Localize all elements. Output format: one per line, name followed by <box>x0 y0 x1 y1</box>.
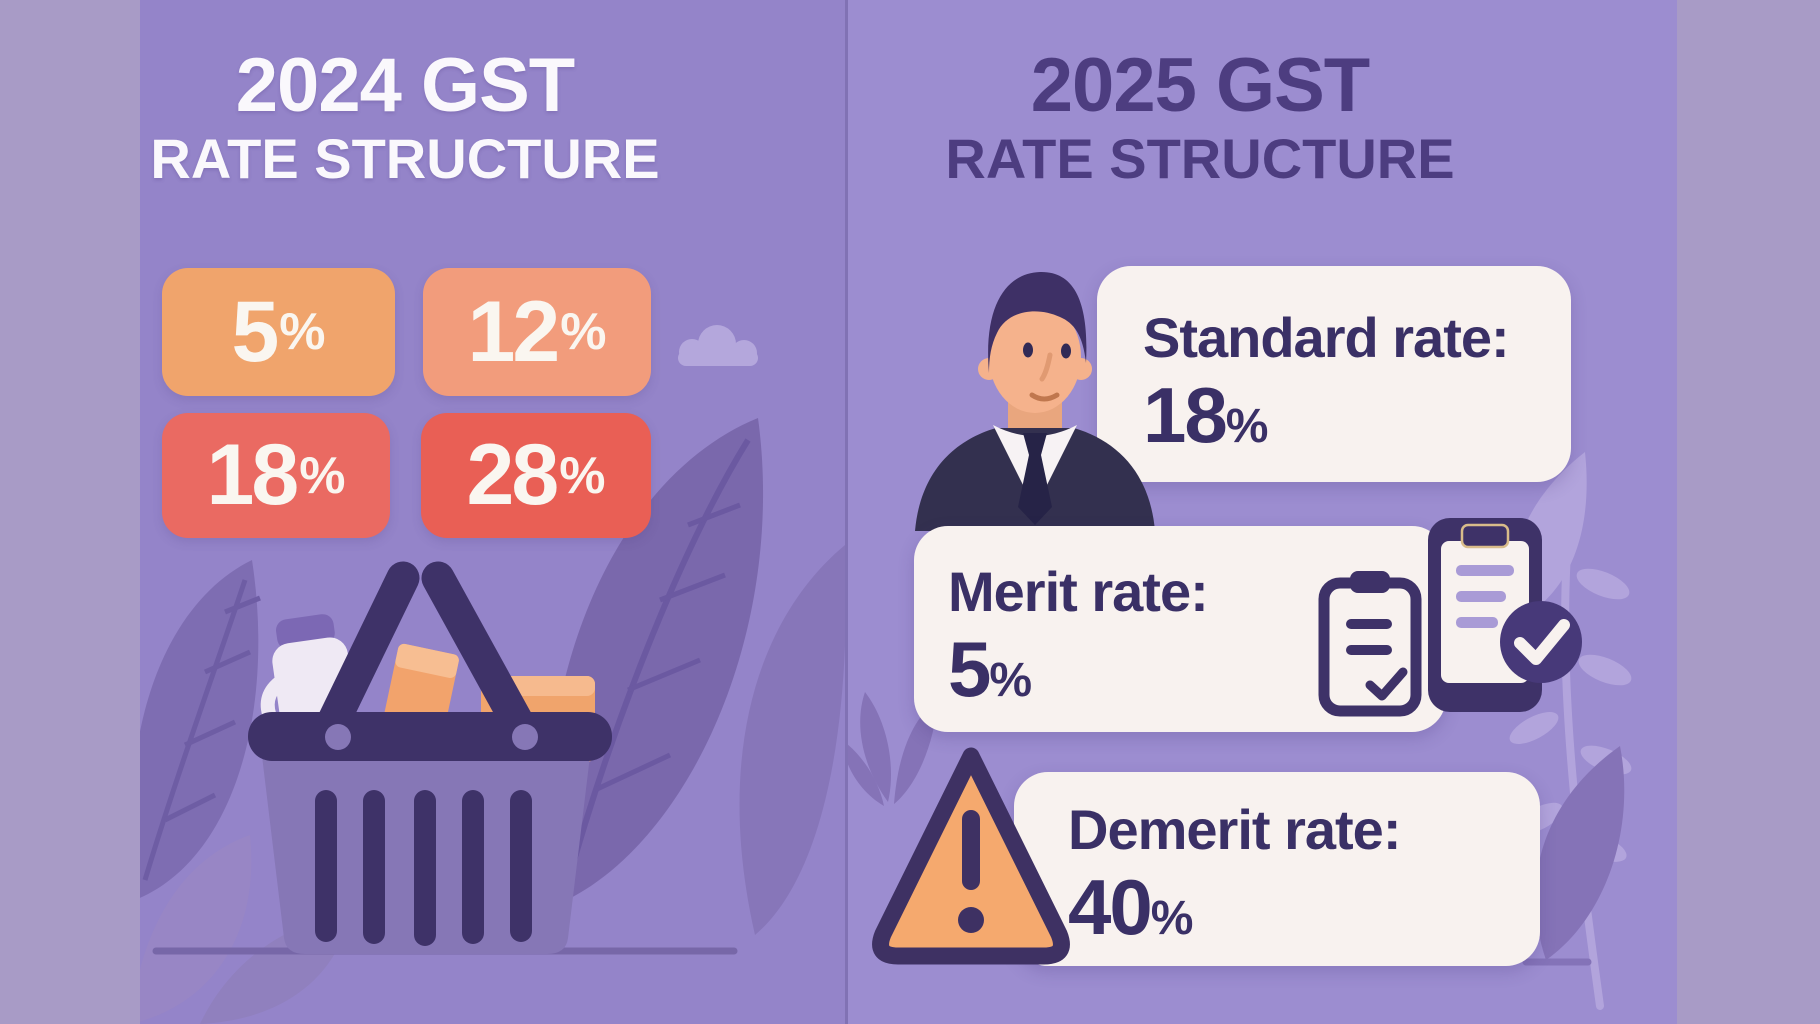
demerit-rate-suffix: % <box>1150 892 1194 945</box>
check-circle-icon <box>1500 601 1582 683</box>
title-2024: 2024 GST RATE STRUCTURE <box>140 46 670 189</box>
checklist-clipboard-icon <box>1318 571 1422 717</box>
leaf-decor <box>545 418 845 935</box>
rate-badge-5: 5% <box>162 268 395 396</box>
checklist-clipboards <box>1318 518 1582 717</box>
rate-badge-28-suffix: % <box>559 446 606 505</box>
rate-badge-5-suffix: % <box>279 303 326 361</box>
title-2025-line1: 2025 GST <box>1030 43 1370 128</box>
standard-rate-card: Standard rate: 18% <box>1097 266 1571 482</box>
merit-rate-label: Merit rate: <box>948 560 1209 623</box>
panel-divider <box>845 0 848 1024</box>
rate-badge-12: 12% <box>423 268 651 396</box>
rate-badge-12-suffix: % <box>560 303 607 361</box>
rate-badge-18-suffix: % <box>299 446 346 505</box>
rate-badge-18: 18% <box>162 413 390 538</box>
rate-badge-12-value: 12 <box>467 283 561 380</box>
demerit-rate-value: 40% <box>1068 863 1194 951</box>
rate-badge-28-value: 28 <box>466 427 560 523</box>
basket-bolt <box>512 724 538 750</box>
left-margin-strip <box>0 0 140 1024</box>
basket-rim <box>248 712 612 761</box>
right-margin-strip <box>1677 0 1820 1024</box>
basket-slats <box>315 790 532 946</box>
rate-badge-18-value: 18 <box>206 427 300 523</box>
basket-illustration <box>140 325 845 1024</box>
cloud-icon <box>678 325 758 366</box>
tie <box>1018 433 1052 525</box>
leaf-decor <box>140 560 350 1024</box>
title-2024-line1: 2024 GST <box>235 43 575 128</box>
demerit-rate-card: Demerit rate: 40% <box>1014 772 1540 966</box>
title-2024-line2: RATE STRUCTURE <box>150 126 660 190</box>
shopping-basket-icon <box>248 561 612 954</box>
title-2025-line2: RATE STRUCTURE <box>945 126 1455 190</box>
face <box>989 301 1081 413</box>
merit-rate-value: 5% <box>948 625 1033 713</box>
standard-rate-suffix: % <box>1225 400 1269 453</box>
standard-rate-value: 18% <box>1143 371 1269 459</box>
basket-bolt <box>325 724 351 750</box>
hair <box>988 271 1087 373</box>
bush-leaves <box>848 692 938 806</box>
warning-triangle-icon <box>872 747 1070 965</box>
demerit-rate-label: Demerit rate: <box>1068 798 1401 861</box>
rate-badge-5-value: 5 <box>231 283 279 380</box>
standard-rate-label: Standard rate: <box>1143 306 1510 369</box>
merit-rate-suffix: % <box>989 654 1033 707</box>
title-2025: 2025 GST RATE STRUCTURE <box>920 46 1480 189</box>
businessman-icon <box>915 271 1155 531</box>
rate-badge-28: 28% <box>421 413 651 538</box>
